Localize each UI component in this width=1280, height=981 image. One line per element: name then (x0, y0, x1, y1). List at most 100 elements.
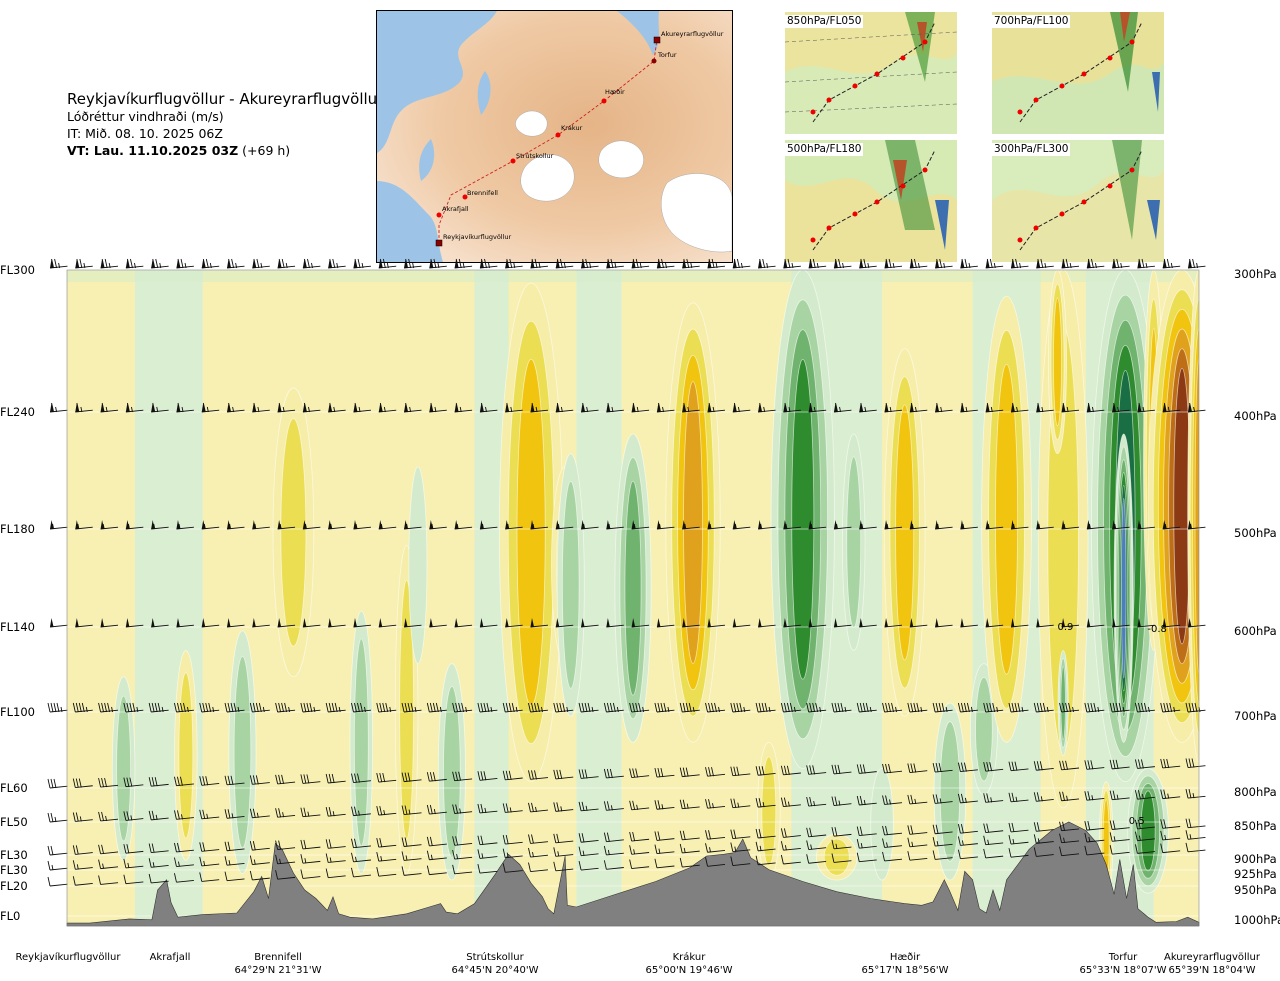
wind-barb (1086, 520, 1105, 530)
wind-barb-flag (553, 833, 557, 843)
wind-barb-half-flag (232, 406, 235, 413)
thumbnail-500hpa-label: 500hPa/FL180 (785, 143, 864, 156)
wind-barb (224, 702, 245, 713)
wind-barb-half-flag (1196, 262, 1199, 269)
wind-barb-pennant (783, 520, 787, 529)
wind-barb-flag (1112, 759, 1116, 769)
wind-barb-flag (199, 842, 203, 852)
wind-barb-half-flag (939, 798, 942, 804)
wind-barb-flag (528, 847, 531, 858)
wind-barb-half-flag (662, 406, 664, 413)
wind-barb-flag (249, 808, 253, 818)
wind-barb-flag (477, 849, 481, 859)
wind-barb-flag (228, 258, 232, 269)
wind-barb-flag (1091, 258, 1094, 269)
wind-barb-pennant (682, 259, 686, 268)
wind-barb-half-flag (690, 262, 693, 269)
wind-barb (249, 702, 270, 713)
wind-barb (856, 764, 877, 774)
wind-barb (808, 618, 827, 628)
wind-barb-half-flag (990, 406, 993, 413)
wind-barb-half-flag (380, 523, 383, 530)
station-label-2: Brennifell (254, 952, 302, 963)
wind-barb (454, 258, 473, 269)
wind-barb (452, 864, 473, 875)
wind-barb-pennant (125, 618, 130, 627)
wind-barb (325, 853, 346, 863)
wind-barb (755, 766, 776, 776)
wind-barb-half-flag (1170, 262, 1173, 269)
wind-barb-flag (654, 800, 658, 810)
wind-barb-half-flag (485, 406, 487, 413)
wind-barb-flag (629, 702, 633, 713)
wind-barb (730, 856, 751, 866)
thumbnail-300hpa[interactable]: 300hPa/FL300 (992, 140, 1164, 262)
wind-barb-flag (357, 258, 361, 269)
wind-barb (505, 402, 523, 413)
wind-barb (1008, 834, 1029, 845)
wind-barb (249, 841, 270, 851)
wind-barb-flag (78, 702, 82, 713)
title-block: Reykjavíkurflugvöllur - Akureyrarflugvöl… (67, 90, 383, 159)
wind-barb-flag (531, 802, 534, 813)
wind-barb-flag (831, 702, 835, 713)
thumbnail-850hpa[interactable]: 850hPa/FL050 (785, 12, 957, 134)
wind-barb-flag (960, 793, 964, 803)
wind-barb (654, 844, 675, 855)
wind-barb-flag (1163, 258, 1167, 269)
wind-barb-flag (989, 702, 993, 713)
wind-barb-flag (761, 702, 765, 713)
wind-barb-flag (249, 855, 253, 865)
thumbnail-700hpa[interactable]: 700hPa/FL100 (992, 12, 1164, 134)
wind-barb-half-flag (734, 846, 737, 852)
wind-barb-flag (1059, 760, 1062, 770)
wind-barb-flag (1059, 791, 1062, 801)
wind-barb (679, 799, 700, 810)
wind-barb (907, 763, 928, 773)
wind-barb-flag (584, 769, 588, 779)
wind-barb (553, 861, 574, 872)
field-contour-8-2 (895, 404, 915, 661)
wind-barb-flag (401, 851, 405, 861)
wind-barb-flag (401, 702, 405, 713)
wind-barb-flag (679, 767, 683, 777)
wind-barb-half-flag (308, 406, 310, 413)
wind-barb (882, 702, 903, 713)
wind-barb (429, 618, 447, 628)
wind-barb-half-flag (1037, 838, 1040, 844)
wind-barb (1084, 791, 1105, 801)
wind-barb-flag (660, 767, 664, 778)
wind-barb-flag (98, 777, 102, 788)
wind-barb-flag (1163, 758, 1167, 769)
wind-barb (1109, 832, 1130, 842)
wind-barb-flag (1160, 819, 1164, 829)
wind-barb-flag (1185, 842, 1189, 852)
wind-barb-flag (177, 702, 180, 713)
wind-barb (1036, 520, 1054, 530)
wind-barb-flag (505, 702, 509, 713)
right-axis-label-700: 700hPa (1234, 709, 1277, 723)
wind-barb-flag (354, 258, 358, 269)
thumbnail-500hpa[interactable]: 500hPa/FL180 (785, 140, 957, 262)
wind-barb-flag (1189, 258, 1193, 269)
wind-barb-pennant (1036, 520, 1040, 529)
wind-barb (75, 618, 93, 628)
wind-barb-half-flag (585, 805, 588, 811)
wind-barb-half-flag (715, 262, 718, 269)
wind-barb-flag (865, 702, 869, 713)
wind-barb-flag (304, 402, 307, 413)
wind-barb-flag (480, 702, 484, 713)
wind-barb-flag (938, 762, 942, 773)
wind-barb-half-flag (51, 864, 54, 871)
wind-barb-flag (508, 770, 512, 780)
wind-barb-flag (1033, 702, 1037, 713)
wind-barb (75, 402, 93, 413)
wind-barb-pennant (328, 259, 332, 268)
wind-barb-shaft (378, 873, 397, 877)
wind-barb-flag (180, 776, 183, 786)
wind-barb-half-flag (364, 706, 366, 713)
wind-barb (957, 849, 978, 860)
wind-barb-half-flag (1019, 262, 1022, 269)
wind-barb-half-flag (79, 816, 82, 822)
wind-barb-flag (708, 830, 711, 840)
